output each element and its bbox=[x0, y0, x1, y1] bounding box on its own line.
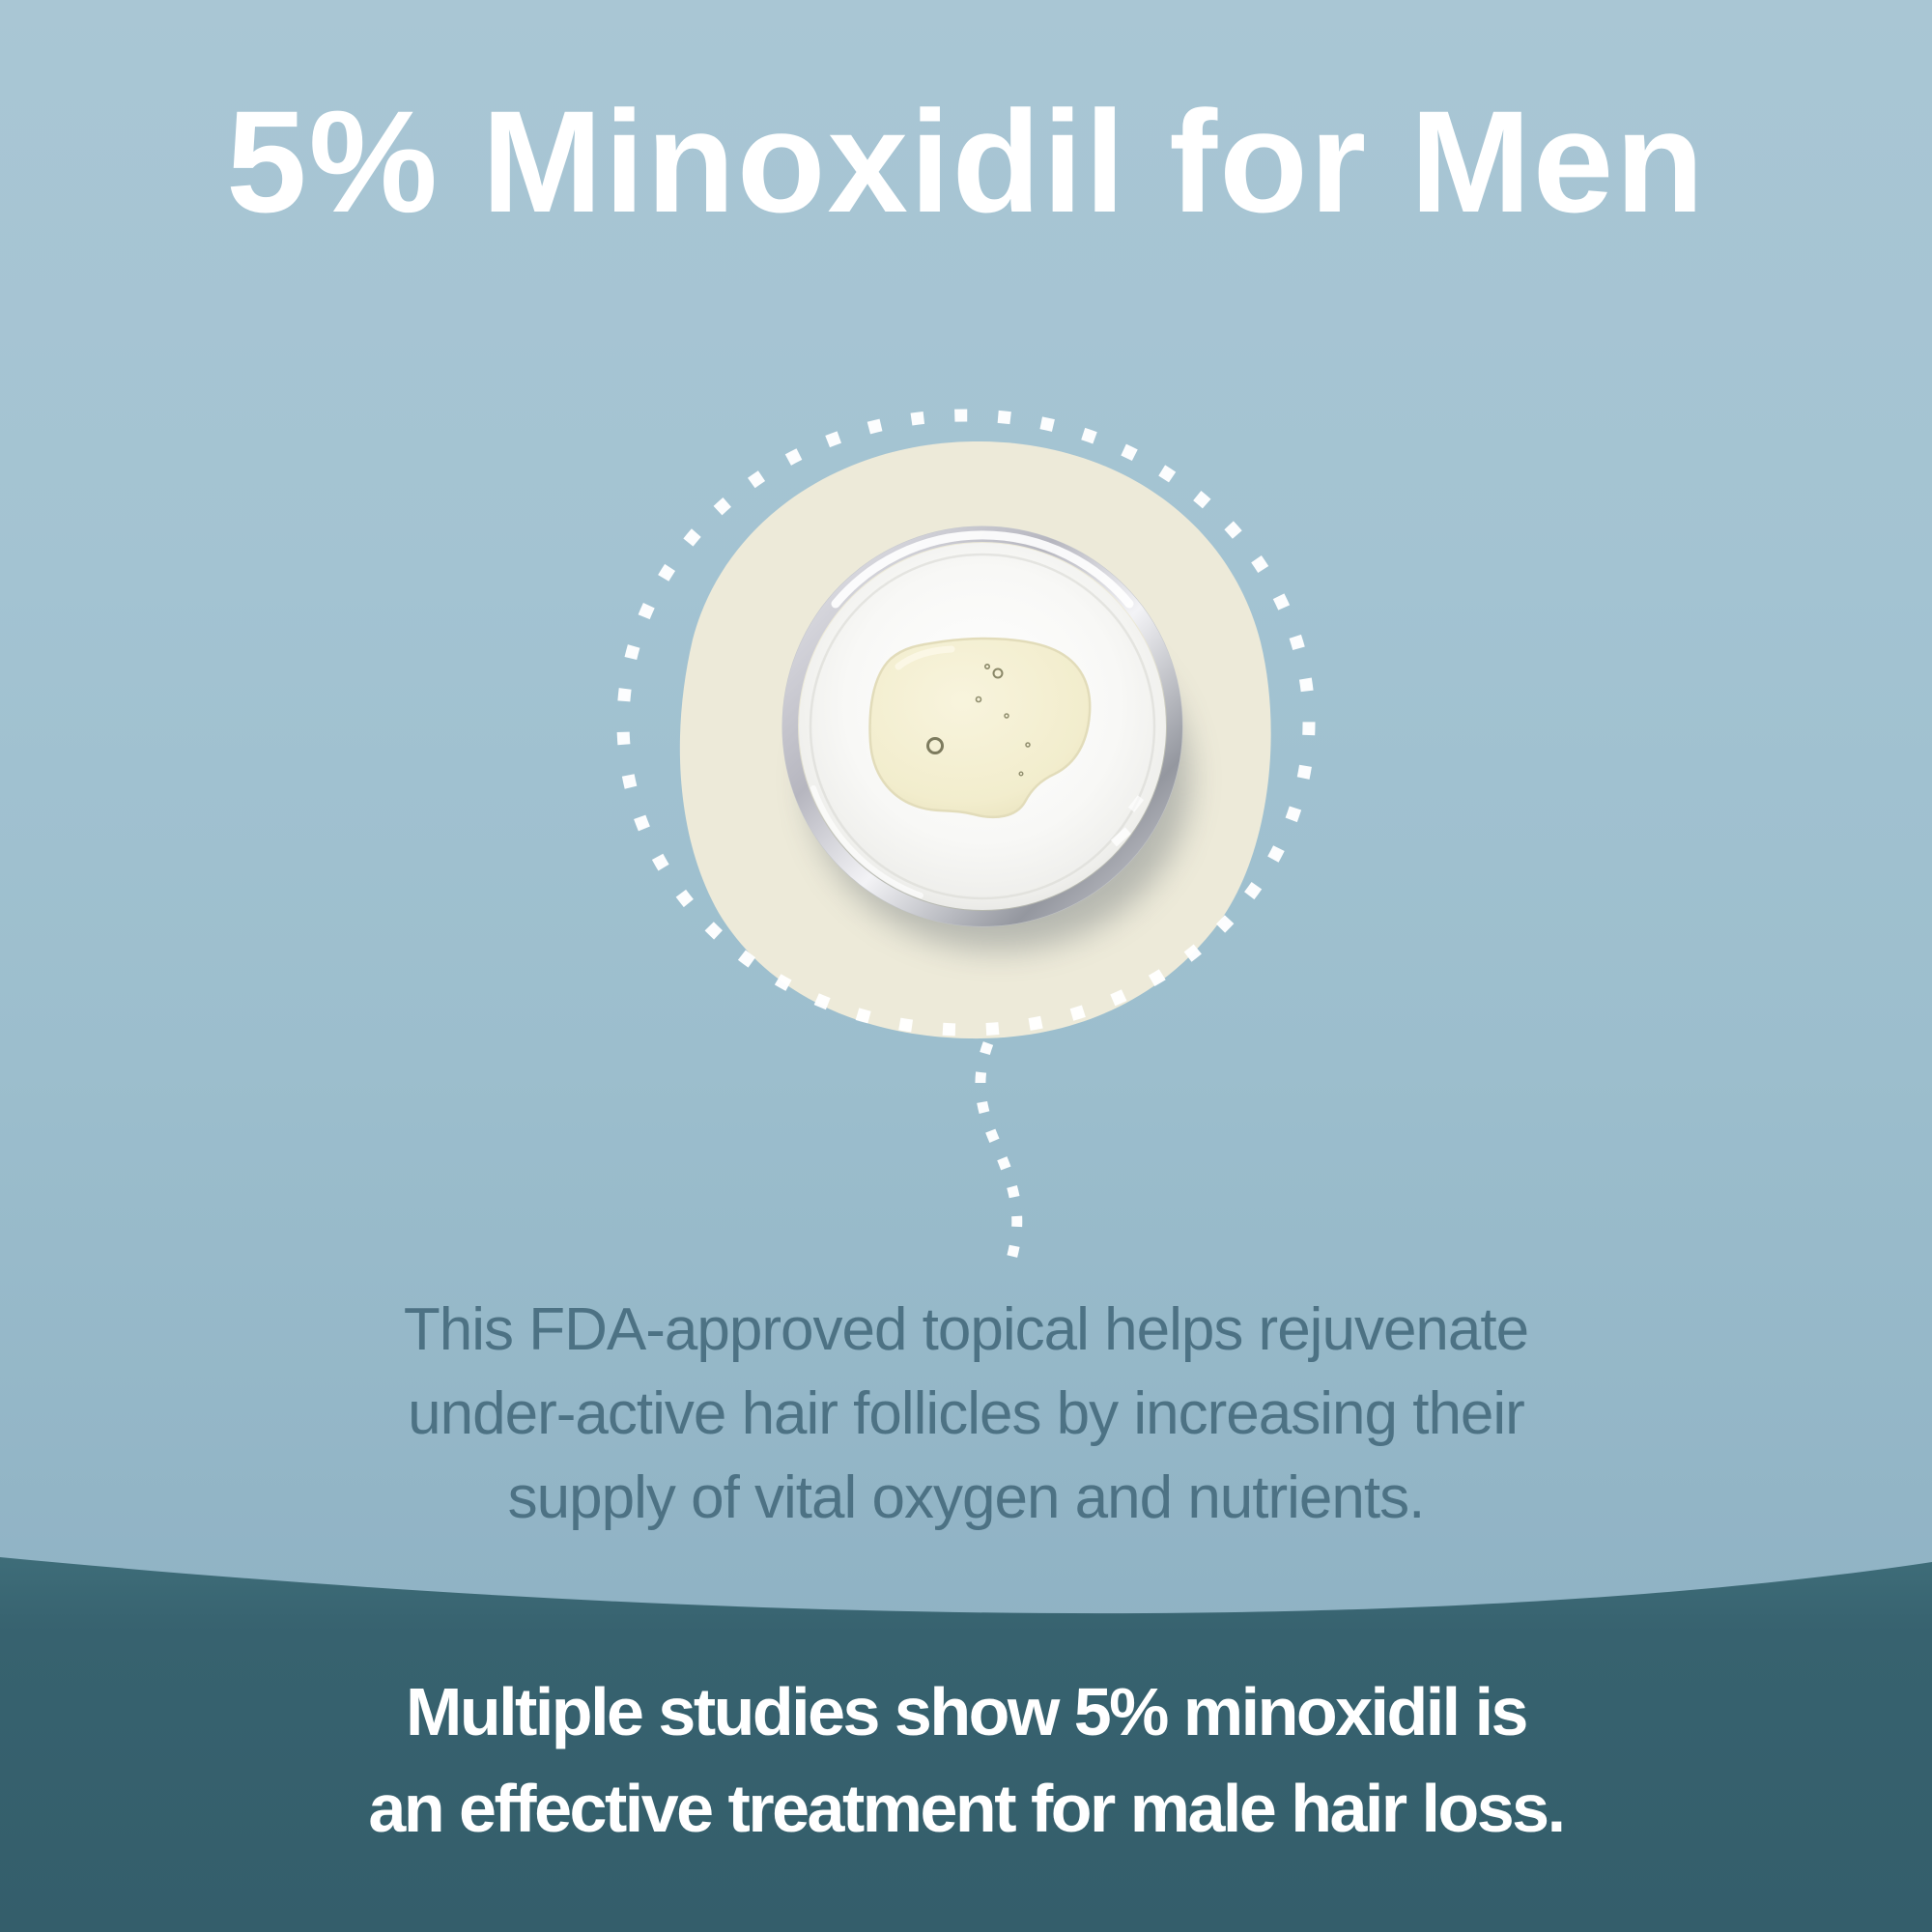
footer-line: Multiple studies show 5% minoxidil is bbox=[406, 1674, 1528, 1749]
footer-line: an effective treatment for male hair los… bbox=[368, 1771, 1566, 1846]
footer-text: Multiple studies show 5% minoxidil is an… bbox=[0, 1663, 1932, 1857]
description-text: This FDA-approved topical helps rejuvena… bbox=[0, 1288, 1932, 1540]
footer-wave bbox=[0, 1557, 1932, 1932]
description-line: supply of vital oxygen and nutrients. bbox=[507, 1464, 1426, 1531]
page-title: 5% Minoxidil for Men bbox=[226, 80, 1706, 242]
description-line: This FDA-approved topical helps rejuvena… bbox=[403, 1296, 1529, 1363]
droplet-icon bbox=[868, 637, 1092, 818]
dotted-circle-icon bbox=[616, 409, 1316, 1037]
description-line: under-active hair follicles by increasin… bbox=[408, 1380, 1525, 1447]
dotted-trail-icon bbox=[975, 1041, 1023, 1273]
